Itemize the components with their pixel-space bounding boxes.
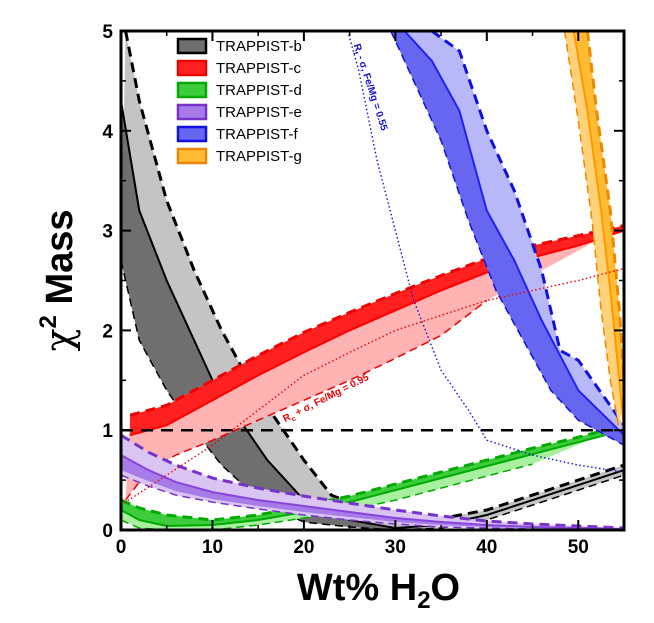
annotation-label-tail: - σ, Fe/Mg = 0.55 bbox=[354, 52, 390, 133]
annotation-curve-2 bbox=[120, 267, 625, 506]
x-tick-label-0: 0 bbox=[116, 537, 127, 558]
band-outer-trappist-g bbox=[564, 31, 624, 431]
band-inner-trappist-c bbox=[130, 225, 624, 436]
legend-item-trappist-d: TRAPPIST-d bbox=[176, 81, 302, 99]
y-tick-label-0: 0 bbox=[102, 521, 113, 542]
x-axis-title: Wt% H2O bbox=[297, 567, 460, 614]
upper-edge-trappist-f bbox=[431, 31, 624, 427]
legend-item-trappist-b: TRAPPIST-b bbox=[176, 37, 302, 55]
legend-label-trappist-f: TRAPPIST-f bbox=[216, 126, 299, 143]
annotation-label-r: R bbox=[351, 43, 364, 54]
legend-label-trappist-b: TRAPPIST-b bbox=[216, 38, 302, 55]
lower-edge-trappist-d bbox=[121, 463, 533, 530]
x-axis-title-sub: 2 bbox=[417, 587, 430, 614]
y-axis-title-sup: 2 bbox=[35, 315, 62, 328]
plot-area bbox=[121, 31, 624, 530]
legend-swatch-trappist-c bbox=[176, 59, 208, 77]
legend-item-trappist-g: TRAPPIST-g bbox=[176, 147, 302, 165]
y-tick-label-3: 3 bbox=[102, 222, 113, 243]
x-tick-label-40: 40 bbox=[476, 537, 497, 558]
lower-edge-trappist-g bbox=[563, 31, 621, 431]
legend-swatch-trappist-f bbox=[176, 125, 208, 143]
x-tick-label-10: 10 bbox=[202, 537, 223, 558]
upper-edge-trappist-g bbox=[585, 31, 624, 381]
legend-item-trappist-f: TRAPPIST-f bbox=[176, 125, 299, 143]
y-tick-label-5: 5 bbox=[102, 22, 113, 43]
y-axis-title: χ2 Mass bbox=[35, 209, 81, 351]
legend-item-trappist-c: TRAPPIST-c bbox=[176, 59, 302, 77]
y-tick-label-2: 2 bbox=[102, 321, 113, 342]
y-tick-label-1: 1 bbox=[102, 421, 113, 442]
lower-edge-trappist-f bbox=[390, 31, 624, 446]
annotation-curve-1 bbox=[347, 30, 625, 473]
legend-label-trappist-d: TRAPPIST-d bbox=[216, 82, 302, 99]
band-inner-trappist-f bbox=[390, 31, 624, 446]
x-axis-title-tail: O bbox=[431, 567, 461, 609]
annotation-label-1: Rf - σ, Fe/Mg = 0.55 bbox=[349, 43, 389, 134]
central-line-trappist-c bbox=[129, 229, 624, 437]
y-axis-title-main: Mass bbox=[39, 209, 81, 315]
band-outer-trappist-c bbox=[125, 225, 624, 501]
legend-swatch-trappist-d bbox=[176, 81, 208, 99]
annotation-label-sub: c bbox=[291, 415, 298, 423]
legend-swatch-trappist-e bbox=[176, 103, 208, 121]
upper-edge-trappist-c bbox=[129, 224, 624, 417]
legend-label-trappist-g: TRAPPIST-g bbox=[216, 148, 302, 165]
legend-swatch-trappist-b bbox=[176, 37, 208, 55]
x-tick-label-20: 20 bbox=[293, 537, 314, 558]
series-trappist-g bbox=[563, 31, 624, 431]
band-outer-trappist-e bbox=[121, 435, 624, 530]
x-tick-label-30: 30 bbox=[385, 537, 406, 558]
central-line-trappist-f bbox=[403, 31, 624, 436]
x-tick-label-50: 50 bbox=[568, 537, 589, 558]
legend: TRAPPIST-b TRAPPIST-c TRAPPIST-d TRAPPIST-e… bbox=[176, 37, 302, 165]
x-axis-title-main: Wt% H bbox=[297, 567, 417, 609]
upper-edge-trappist-d bbox=[121, 423, 624, 522]
series-trappist-f bbox=[390, 31, 624, 446]
central-line-trappist-g bbox=[572, 31, 624, 431]
legend-label-trappist-e: TRAPPIST-e bbox=[216, 104, 302, 121]
legend-label-trappist-c: TRAPPIST-c bbox=[216, 60, 302, 77]
y-tick-label-4: 4 bbox=[102, 122, 113, 143]
legend-item-trappist-e: TRAPPIST-e bbox=[176, 103, 302, 121]
legend-swatch-trappist-g bbox=[176, 147, 208, 165]
upper-edge-trappist-b bbox=[124, 31, 624, 524]
y-axis-title-symbol: χ bbox=[37, 328, 81, 351]
upper-edge-trappist-e bbox=[121, 433, 624, 530]
annotation-label-sub: f bbox=[351, 51, 359, 56]
